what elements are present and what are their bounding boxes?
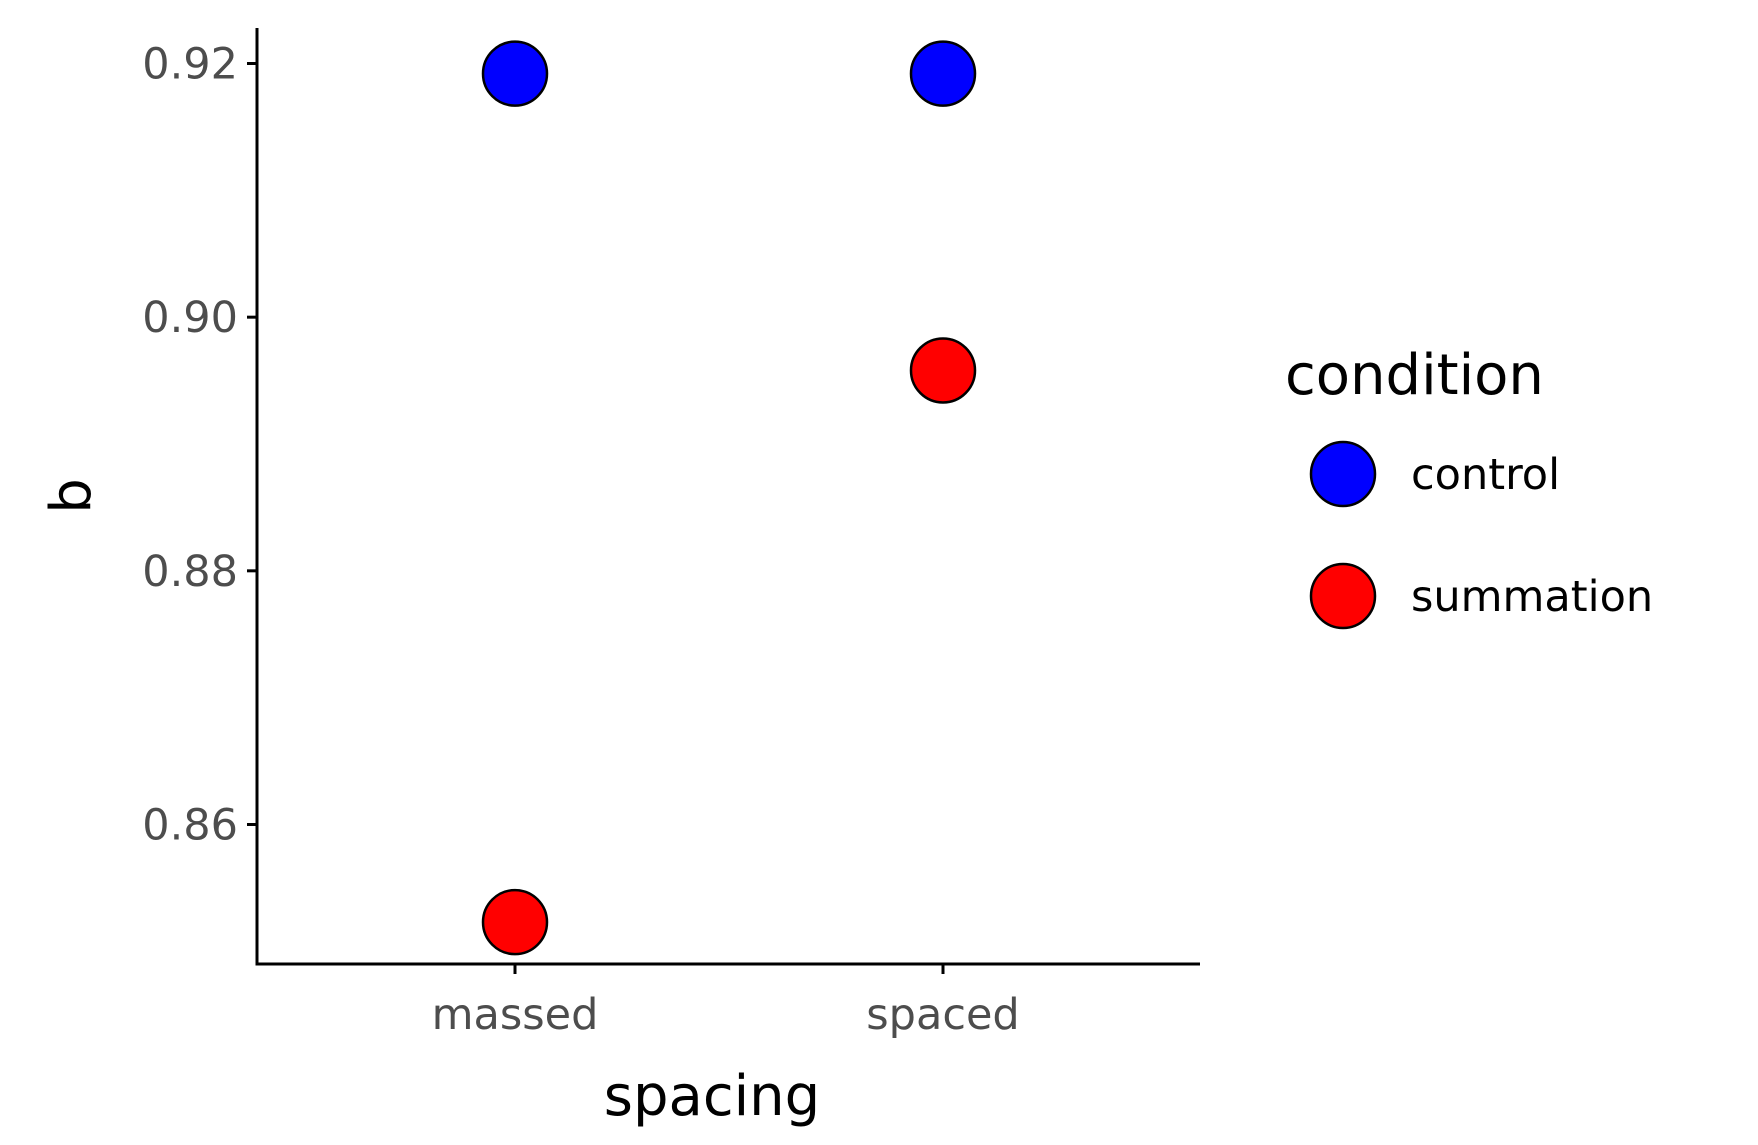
legend-label-control: control	[1411, 450, 1560, 500]
y-tick-label: 0.92	[142, 40, 238, 90]
y-axis-title: b	[39, 478, 104, 514]
y-tick-label: 0.90	[142, 293, 238, 343]
data-point-summation-massed	[481, 888, 549, 956]
data-point-control-massed	[481, 40, 549, 107]
x-tick-label: spaced	[866, 990, 1019, 1040]
y-tick-label: 0.88	[142, 547, 238, 597]
legend: condition control summation	[1285, 343, 1653, 630]
legend-items: control summation	[1309, 440, 1653, 630]
legend-key-control	[1309, 440, 1377, 508]
y-ticks: 0.86 0.88 0.90 0.92	[142, 40, 257, 850]
legend-title: condition	[1285, 343, 1544, 408]
data-point-control-spaced	[909, 40, 977, 107]
y-tick-label: 0.86	[142, 800, 238, 850]
legend-label-summation: summation	[1411, 572, 1653, 622]
x-tick-label: massed	[432, 990, 599, 1040]
x-axis-title: spacing	[604, 1064, 820, 1129]
data-points	[481, 40, 977, 956]
x-ticks: massed spaced	[432, 964, 1020, 1040]
legend-key-summation	[1309, 562, 1377, 630]
plot-area: 0.86 0.88 0.90 0.92 massed spaced	[142, 28, 1200, 1040]
data-point-summation-spaced	[909, 337, 977, 404]
